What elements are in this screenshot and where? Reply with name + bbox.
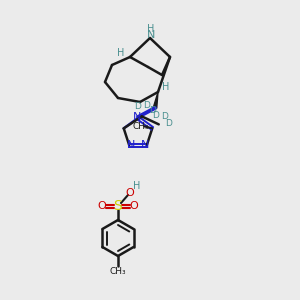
Text: N: N xyxy=(133,112,141,122)
Text: H: H xyxy=(117,48,125,58)
Text: S: S xyxy=(114,199,122,213)
Text: N: N xyxy=(141,140,149,150)
Text: D: D xyxy=(149,106,156,115)
Text: O: O xyxy=(130,201,138,211)
Text: D: D xyxy=(152,111,159,120)
Text: H: H xyxy=(162,82,170,92)
Text: CH₃: CH₃ xyxy=(133,122,150,131)
Text: N: N xyxy=(147,30,155,40)
Text: H: H xyxy=(147,24,155,34)
Polygon shape xyxy=(153,92,158,108)
Text: N: N xyxy=(127,140,135,150)
Text: D: D xyxy=(161,112,168,121)
Text: O: O xyxy=(126,188,134,198)
Text: O: O xyxy=(98,201,106,211)
Text: H: H xyxy=(133,181,141,191)
Text: D: D xyxy=(143,101,150,110)
Text: CH₃: CH₃ xyxy=(110,266,126,275)
Text: D: D xyxy=(165,119,172,128)
Text: D: D xyxy=(134,102,141,111)
